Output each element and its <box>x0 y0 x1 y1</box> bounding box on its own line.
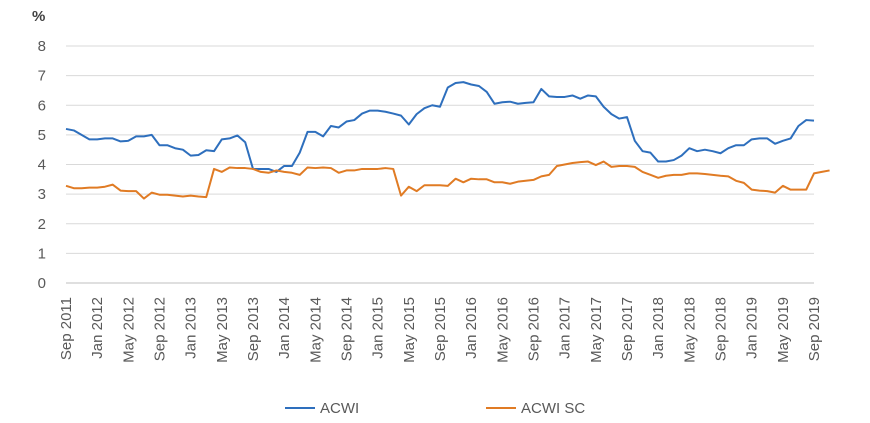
y-tick-label: 2 <box>38 216 46 233</box>
series-line-acwi-sc <box>65 160 830 200</box>
x-tick-label: May 2014 <box>307 297 324 363</box>
y-tick-label: 5 <box>38 127 46 144</box>
x-tick-label: May 2013 <box>214 297 231 363</box>
series-line-acwi <box>65 81 815 173</box>
y-tick-label: 7 <box>38 68 46 85</box>
x-tick-label: Sep 2015 <box>432 297 449 361</box>
x-tick-label: May 2016 <box>494 297 511 363</box>
x-tick-label: Jan 2017 <box>557 297 574 359</box>
x-tick-label: Sep 2019 <box>806 297 823 361</box>
x-tick-label: Sep 2017 <box>619 297 636 361</box>
x-tick-label: Sep 2012 <box>152 297 169 361</box>
y-axis-ticks: 0 1 2 3 4 5 6 7 8 <box>38 38 46 292</box>
gridlines <box>66 45 814 284</box>
x-tick-label: May 2018 <box>681 297 698 363</box>
x-tick-label: Jan 2018 <box>650 297 667 359</box>
x-tick-label: Jan 2019 <box>744 297 761 359</box>
x-tick-label: May 2015 <box>401 297 418 363</box>
x-tick-label: Sep 2014 <box>339 297 356 361</box>
y-tick-label: 8 <box>38 38 46 55</box>
x-tick-label: May 2019 <box>775 297 792 363</box>
x-tick-label: Sep 2018 <box>713 297 730 361</box>
x-tick-label: Sep 2011 <box>58 297 75 360</box>
x-axis-ticks: Sep 2011 Jan 2012 May 2012 Sep 2012 Jan 2013… <box>58 297 823 363</box>
x-tick-label: May 2012 <box>120 297 137 363</box>
y-tick-label: 4 <box>38 157 46 174</box>
x-tick-label: Sep 2016 <box>526 297 543 361</box>
x-tick-label: Jan 2014 <box>276 297 293 359</box>
legend-label: ACWI SC <box>521 400 585 417</box>
y-tick-label: 1 <box>38 245 46 262</box>
x-tick-label: Jan 2016 <box>463 297 480 359</box>
legend: ACWI ACWI SC <box>285 400 585 417</box>
x-tick-label: May 2017 <box>588 297 605 363</box>
legend-label: ACWI <box>320 400 359 417</box>
y-tick-label: 3 <box>38 186 46 203</box>
x-tick-label: Sep 2013 <box>245 297 262 361</box>
series-group <box>65 81 830 200</box>
y-tick-label: 6 <box>38 97 46 114</box>
x-tick-label: Jan 2012 <box>89 297 106 359</box>
x-tick-label: Jan 2015 <box>370 297 387 359</box>
x-tick-label: Jan 2013 <box>183 297 200 359</box>
y-tick-label: 0 <box>38 275 46 292</box>
y-unit-label: % <box>32 8 45 25</box>
